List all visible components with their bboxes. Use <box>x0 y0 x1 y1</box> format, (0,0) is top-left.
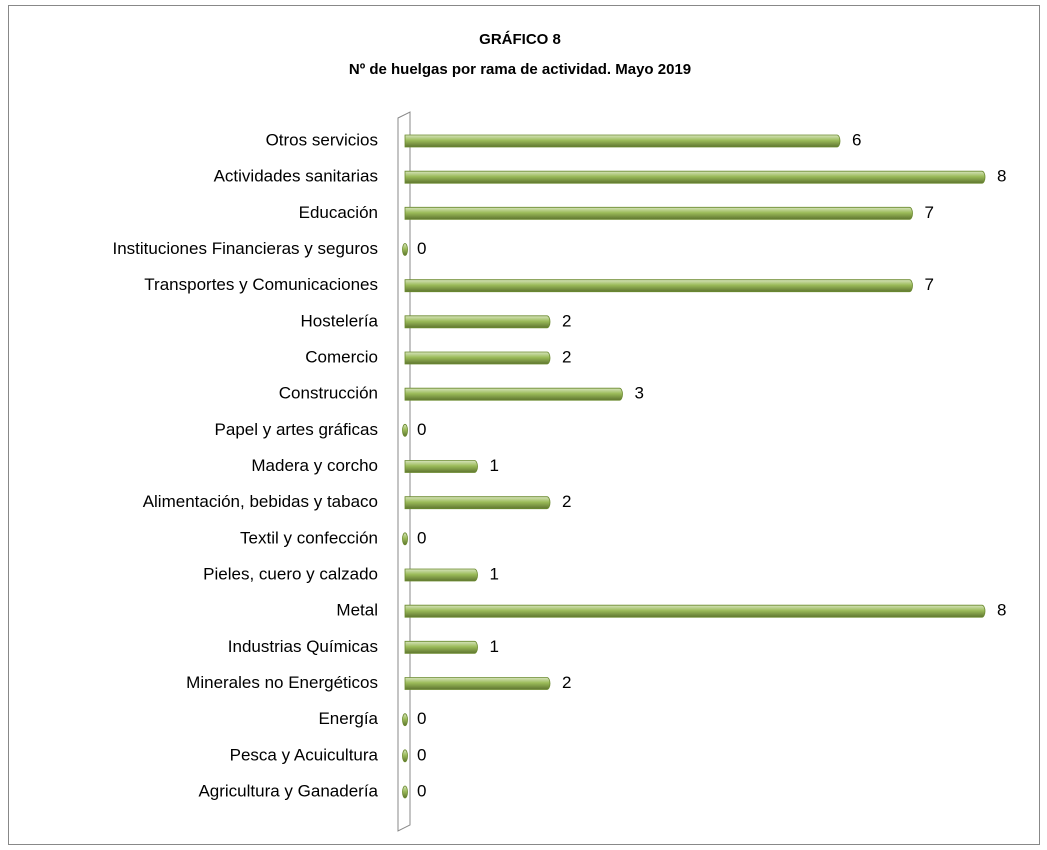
data-label: 6 <box>852 130 861 149</box>
bar <box>404 568 478 582</box>
data-label: 2 <box>562 311 571 330</box>
bar <box>404 279 913 293</box>
y-tick-label: Hostelería <box>301 311 379 330</box>
bar <box>404 134 841 148</box>
y-tick-label: Construcción <box>279 384 378 403</box>
y-tick-label: Minerales no Energéticos <box>186 673 378 692</box>
bar <box>402 749 408 763</box>
y-tick-label: Instituciones Financieras y seguros <box>112 239 378 258</box>
bar <box>404 460 478 473</box>
y-tick-label: Energía <box>318 709 378 728</box>
data-label: 0 <box>417 781 426 800</box>
data-label: 2 <box>562 673 571 692</box>
bar <box>404 315 551 329</box>
bar <box>402 785 408 799</box>
bar <box>404 351 551 365</box>
y-tick-label: Agricultura y Ganadería <box>198 781 378 800</box>
y-tick-label: Madera y corcho <box>251 456 378 475</box>
chart-frame <box>8 5 1040 845</box>
bar <box>404 496 551 510</box>
bar <box>404 604 986 618</box>
data-label: 7 <box>925 275 934 294</box>
y-tick-label: Textil y confección <box>240 528 378 547</box>
y-tick-label: Metal <box>336 601 378 620</box>
data-label: 3 <box>635 384 644 403</box>
y-tick-label: Actividades sanitarias <box>214 167 378 186</box>
y-tick-label: Pieles, cuero y calzado <box>203 564 378 583</box>
bar <box>402 532 408 546</box>
bar <box>402 423 408 437</box>
data-label: 8 <box>997 167 1006 186</box>
data-label: 1 <box>490 456 499 475</box>
data-label: 7 <box>925 203 934 222</box>
bar <box>404 170 986 184</box>
data-label: 2 <box>562 492 571 511</box>
bar <box>404 206 913 220</box>
data-label: 1 <box>490 637 499 656</box>
y-tick-label: Comercio <box>305 347 378 366</box>
data-label: 0 <box>417 239 426 258</box>
data-label: 0 <box>417 745 426 764</box>
y-tick-label: Otros servicios <box>266 130 378 149</box>
chart-subtitle: Nº de huelgas por rama de actividad. May… <box>349 61 691 78</box>
data-label: 1 <box>490 564 499 583</box>
y-tick-label: Transportes y Comunicaciones <box>144 275 378 294</box>
data-label: 0 <box>417 420 426 439</box>
data-label: 8 <box>997 601 1006 620</box>
data-label: 0 <box>417 528 426 547</box>
chart-title: GRÁFICO 8 <box>479 31 561 48</box>
data-label: 0 <box>417 709 426 728</box>
y-tick-label: Alimentación, bebidas y tabaco <box>143 492 378 511</box>
bar <box>404 387 623 401</box>
bar <box>404 677 551 690</box>
bar <box>404 640 478 654</box>
data-label: 2 <box>562 347 571 366</box>
y-tick-label: Industrias Químicas <box>228 637 378 656</box>
y-tick-label: Papel y artes gráficas <box>215 420 378 439</box>
bar <box>402 713 408 727</box>
bar <box>402 243 408 256</box>
y-tick-label: Pesca y Acuicultura <box>230 745 379 764</box>
y-tick-label: Educación <box>299 203 378 222</box>
